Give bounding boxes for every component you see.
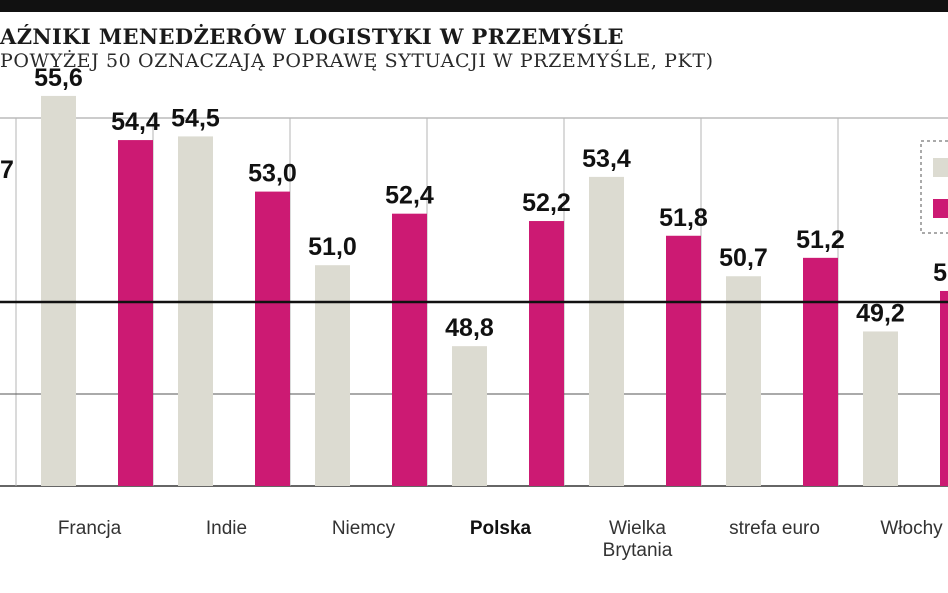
value-label: 55,6 xyxy=(34,64,83,92)
category-label: Polska xyxy=(470,518,532,539)
category-label: strefa euro xyxy=(729,518,820,539)
bar-series-2 xyxy=(529,221,564,487)
bar-series-1 xyxy=(863,331,898,486)
value-label: 53,0 xyxy=(248,160,297,188)
value-label: 54,4 xyxy=(111,108,160,136)
value-label: 50,7 xyxy=(719,244,768,272)
value-label: 54,5 xyxy=(171,104,220,132)
partial-value-label: 7 xyxy=(0,156,14,184)
legend-swatch-series-1 xyxy=(933,158,948,177)
value-label: 48,8 xyxy=(445,314,494,342)
value-label: 52,2 xyxy=(522,189,571,217)
bar-series-2 xyxy=(392,213,427,486)
legend-swatch-series-2 xyxy=(933,199,948,218)
value-label: 50,3 xyxy=(933,259,948,287)
chart-title: AŹNIKI MENEDŻERÓW LOGISTYKI W PRZEMYŚLE xyxy=(0,24,624,49)
category-label: Francja xyxy=(58,518,122,539)
bar-series-1 xyxy=(726,276,761,486)
bar-series-2 xyxy=(666,235,701,486)
bar-series-1 xyxy=(452,346,487,486)
chart-subtitle: POWYŻEJ 50 OZNACZAJĄ POPRAWĘ SYTUACJI W … xyxy=(0,50,714,72)
value-label: 51,2 xyxy=(796,226,845,254)
value-label: 49,2 xyxy=(856,299,905,327)
legend-box xyxy=(920,140,948,234)
category-label: Indie xyxy=(206,518,247,539)
value-label: 51,8 xyxy=(659,204,708,232)
bar-series-1 xyxy=(589,176,624,486)
category-label: Wielka Brytania xyxy=(603,518,673,561)
value-label: 52,4 xyxy=(385,182,434,210)
category-label: Włochy xyxy=(880,518,943,539)
category-label: Niemcy xyxy=(332,518,396,539)
value-label: 53,4 xyxy=(582,145,631,173)
bar-series-1 xyxy=(178,136,213,486)
bar-series-2 xyxy=(255,191,290,486)
value-label: 51,0 xyxy=(308,233,357,261)
top-black-bar xyxy=(0,0,948,12)
bar-series-2 xyxy=(940,290,948,486)
bar-series-1 xyxy=(41,95,76,487)
bar-series-2 xyxy=(803,257,838,486)
bar-series-1 xyxy=(315,265,350,486)
bar-series-2 xyxy=(118,140,153,486)
